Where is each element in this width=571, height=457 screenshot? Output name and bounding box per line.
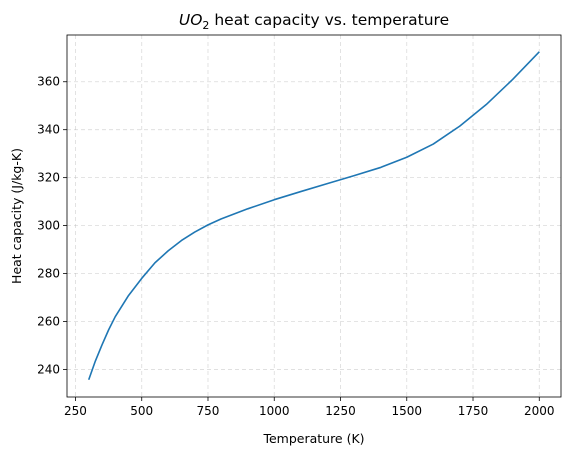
x-tick-label: 1500	[391, 404, 422, 418]
x-tick-label: 500	[130, 404, 153, 418]
chart-title-subscript: 2	[202, 19, 209, 32]
y-tick-label: 260	[37, 314, 60, 328]
y-tick-label: 320	[37, 171, 60, 185]
x-tick-label: 750	[197, 404, 220, 418]
x-tick-label: 1750	[458, 404, 489, 418]
series-layer	[87, 51, 540, 381]
y-tick-label: 280	[37, 267, 60, 281]
heat-capacity-line	[87, 51, 540, 381]
y-tick-label: 360	[37, 75, 60, 89]
x-tick-label: 1250	[325, 404, 356, 418]
y-tick-label: 340	[37, 123, 60, 137]
chart-title-main: UO	[179, 11, 203, 29]
x-axis-label: Temperature (K)	[262, 431, 364, 446]
chart-title: UO2 heat capacity vs. temperature	[179, 11, 449, 32]
chart-title-rest: heat capacity vs. temperature	[209, 11, 449, 29]
y-tick-label: 240	[37, 362, 60, 376]
x-tick-label: 1000	[259, 404, 290, 418]
y-tick-label: 300	[37, 219, 60, 233]
x-tick-label: 250	[64, 404, 87, 418]
y-axis-label: Heat capacity (J/kg-K)	[9, 148, 24, 284]
plot-frame	[66, 34, 562, 398]
axis-ticks: 250 500 750 1000 1250 1500 1750 2000 240 260 280 30…	[37, 75, 554, 418]
grid-lines	[67, 35, 561, 397]
x-tick-label: 2000	[524, 404, 555, 418]
